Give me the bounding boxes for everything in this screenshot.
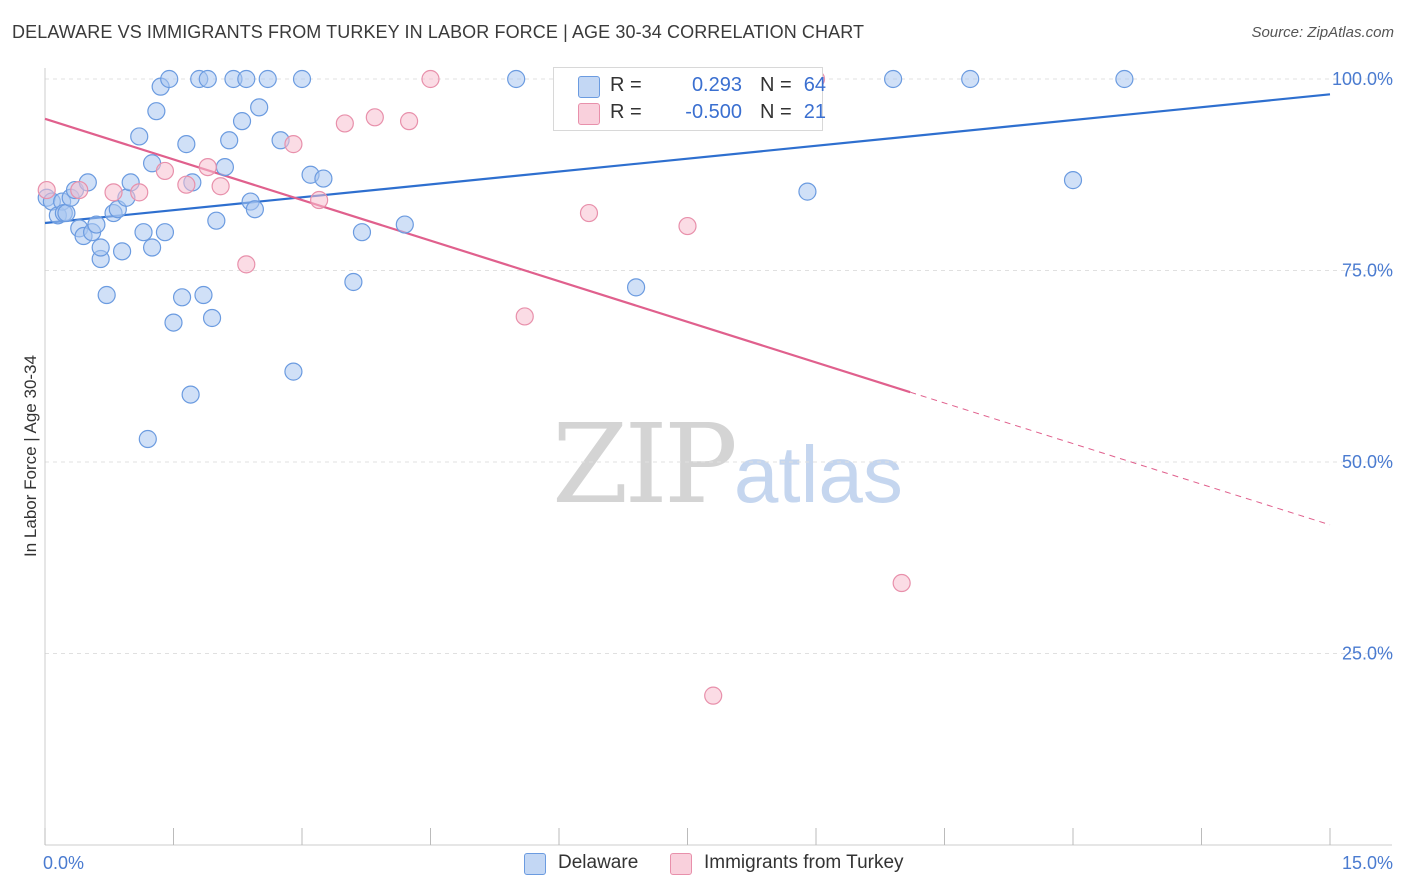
delaware-point — [1063, 171, 1083, 190]
delaware-point — [202, 308, 222, 328]
source-credit: Source: ZipAtlas.com — [1251, 24, 1394, 41]
turkey-point — [211, 177, 230, 196]
turkey-point — [310, 190, 329, 210]
turkey-point — [892, 573, 911, 593]
delaware-point — [344, 272, 363, 292]
legend-n-label: N = — [760, 74, 792, 96]
legend-r-value: -0.500 — [685, 101, 742, 123]
delaware-point — [395, 215, 414, 234]
delaware-point — [258, 69, 277, 89]
turkey-point — [365, 108, 384, 127]
y-tick-label: 50.0% — [1342, 452, 1393, 472]
x-tick-label: 0.0% — [43, 853, 84, 873]
delaware-point — [232, 112, 252, 131]
delaware-point — [181, 385, 200, 404]
turkey-point — [37, 180, 56, 200]
watermark-atlas: atlas — [733, 430, 903, 519]
delaware-point — [1115, 69, 1134, 89]
legend-r-label: R = — [610, 101, 642, 123]
delaware-point — [245, 200, 264, 219]
legend-n-label: N = — [760, 101, 792, 123]
delaware-point — [961, 69, 980, 89]
delaware-point — [155, 223, 175, 242]
delaware-point — [87, 215, 106, 234]
turkey-swatch — [578, 103, 600, 125]
delaware-point — [292, 69, 312, 89]
delaware-point — [507, 69, 526, 89]
legend-n-value: 21 — [803, 101, 826, 123]
x-tick-label: 15.0% — [1342, 853, 1393, 873]
legend-label-turkey: Immigrants from Turkey — [704, 852, 904, 873]
delaware-point — [352, 223, 372, 242]
delaware-point — [97, 285, 116, 305]
turkey-trend-line — [44, 117, 911, 394]
delaware-point — [207, 211, 226, 230]
delaware-point — [798, 182, 817, 201]
legend-r-label: R = — [610, 74, 642, 96]
chart-title: DELAWARE VS IMMIGRANTS FROM TURKEY IN LA… — [12, 22, 865, 42]
axes — [44, 68, 1392, 846]
delaware-point — [314, 169, 333, 188]
y-tick-label: 100.0% — [1332, 69, 1393, 89]
series-legend: Delaware Immigrants from Turkey — [0, 852, 1406, 878]
turkey-point — [515, 307, 534, 326]
delaware-point — [138, 429, 157, 449]
delaware-point — [147, 102, 166, 121]
legend-n-value: 64 — [803, 74, 826, 96]
delaware-point — [284, 362, 303, 381]
delaware-point — [112, 242, 132, 261]
delaware-point — [130, 127, 149, 146]
delaware-point — [250, 98, 269, 117]
delaware-point — [177, 135, 196, 154]
turkey-point — [237, 255, 256, 274]
delaware-point — [220, 131, 239, 150]
x-axis-ticks — [44, 828, 1331, 845]
delaware-points — [37, 69, 1134, 449]
turkey-point — [155, 161, 175, 181]
delaware-point — [160, 69, 179, 89]
delaware-point — [626, 278, 646, 297]
turkey-point — [198, 157, 217, 177]
delaware-point — [237, 69, 256, 89]
legend-r-value: 0.293 — [691, 74, 742, 96]
turkey-point — [177, 175, 196, 194]
delaware-point — [164, 313, 183, 332]
delaware-point — [215, 157, 234, 177]
turkey-point — [704, 686, 723, 705]
turkey-points — [37, 69, 911, 705]
turkey-point — [130, 183, 149, 202]
delaware-point — [91, 238, 110, 257]
turkey-point — [104, 183, 123, 202]
turkey-point — [678, 216, 697, 236]
watermark-zip: ZIP — [552, 400, 738, 528]
turkey-point — [70, 180, 89, 200]
delaware-point — [134, 223, 153, 242]
delaware-point — [883, 69, 903, 89]
turkey-point — [421, 69, 440, 89]
delaware-swatch — [524, 853, 546, 875]
delaware-point — [172, 288, 192, 307]
legend-label-delaware: Delaware — [558, 852, 639, 873]
turkey-point — [335, 114, 354, 133]
y-axis-label: In Labor Force | Age 30-34 — [21, 355, 40, 557]
correlation-legend: R = 0.293 N = 64 R = -0.500 N = 21 — [553, 67, 826, 131]
turkey-swatch — [670, 853, 692, 875]
y-tick-label: 75.0% — [1342, 261, 1393, 281]
delaware-point — [194, 285, 213, 305]
turkey-point — [579, 203, 599, 223]
y-tick-label: 25.0% — [1342, 644, 1393, 664]
turkey-point — [284, 135, 303, 154]
trend-lines — [44, 93, 1331, 526]
gridlines — [45, 78, 1392, 654]
turkey-trend-line-extension — [910, 391, 1331, 526]
tick-labels: 25.0% 50.0% 75.0% 100.0% 0.0% 15.0% — [43, 69, 1393, 873]
watermark: ZIPatlas — [552, 400, 903, 528]
delaware-swatch — [578, 76, 600, 98]
delaware-point — [57, 203, 76, 223]
turkey-point — [399, 112, 419, 131]
delaware-point — [142, 238, 162, 257]
delaware-point — [198, 69, 217, 89]
